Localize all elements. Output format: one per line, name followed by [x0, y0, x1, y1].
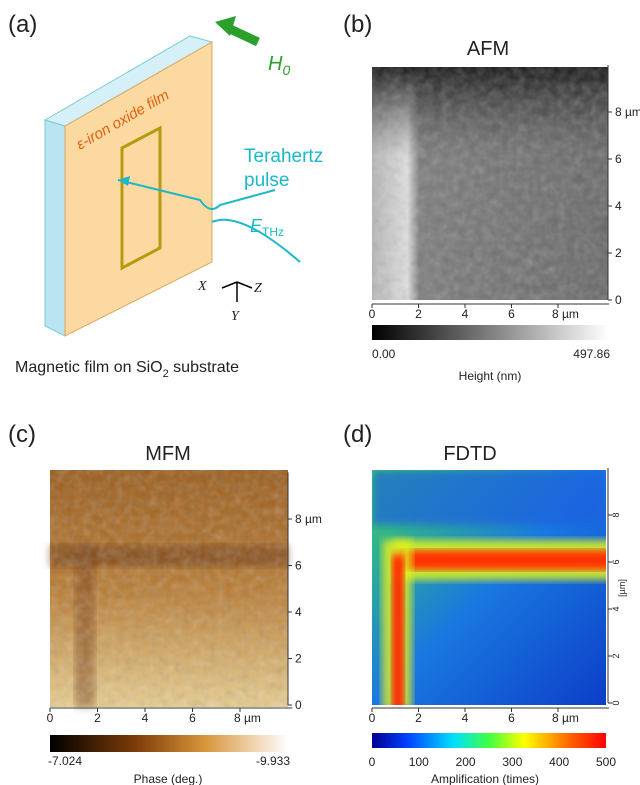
pulse-text: Terahertz	[244, 146, 323, 167]
colorbar-title: Phase (deg.)	[134, 772, 203, 785]
colorbar	[372, 733, 606, 748]
colorbar-label: 497.86	[573, 347, 610, 361]
x-tick-label: 6	[508, 711, 515, 725]
x-tick-label: 0	[47, 711, 54, 725]
pulse-text: pulse	[244, 170, 289, 191]
field-arrow	[228, 28, 258, 42]
x-tick-label: 8 µm	[234, 711, 261, 725]
caption: Magnetic film on SiO2 substrate	[15, 359, 239, 380]
y-tick-label: 8	[611, 512, 621, 517]
y-tick-label: 0	[295, 698, 302, 712]
y-tick-label: 6	[611, 559, 621, 564]
y-tick-label: 4	[611, 606, 621, 611]
caption-part: Magnetic film on SiO	[15, 359, 163, 376]
efield-label: ETHz	[250, 216, 284, 239]
x-tick-label: 2	[94, 711, 101, 725]
y-tick-label: 8 µm	[615, 105, 640, 119]
x-tick-label: 6	[508, 307, 515, 321]
axis-z: Z	[254, 281, 262, 296]
x-tick-label: 6	[189, 711, 196, 725]
colorbar-title: Amplification (times)	[431, 772, 539, 785]
axes-glyph	[222, 282, 252, 302]
y-tick-label: 6	[295, 559, 302, 573]
panel-title: FDTD	[443, 443, 496, 465]
colorbar-label: -7.024	[48, 754, 82, 768]
x-tick-label: 4	[462, 307, 469, 321]
fdtd-image	[372, 470, 634, 715]
colorbar-label: 0	[369, 755, 376, 769]
y-tick-label: 4	[615, 199, 622, 213]
panel-label: (b)	[343, 11, 372, 38]
afm-texture	[372, 67, 608, 300]
panel-label: (c)	[8, 421, 36, 448]
colorbar	[372, 325, 608, 340]
fdtd-vband	[392, 555, 404, 715]
colorbar-label: 100	[409, 755, 429, 769]
colorbar-label: 300	[502, 755, 522, 769]
y-tick-label: 2	[611, 653, 621, 658]
colorbar-label: 500	[596, 755, 616, 769]
colorbar-title: Height (nm)	[459, 369, 522, 383]
colorbar-label: 0.00	[372, 347, 396, 361]
y-tick-label: 0	[615, 293, 622, 307]
colorbar-label: 200	[456, 755, 476, 769]
y-tick-label: 8 µm	[295, 512, 322, 526]
x-tick-label: 0	[369, 711, 376, 725]
x-tick-label: 4	[462, 711, 469, 725]
fdtd-top	[372, 470, 606, 525]
y-tick-label: 0	[611, 700, 621, 705]
y-axis-title: [µm]	[617, 579, 627, 597]
y-tick-label: 2	[295, 652, 302, 666]
panel-title: AFM	[467, 38, 509, 60]
film-side	[45, 120, 65, 336]
panel-label: (d)	[343, 421, 372, 448]
caption-part: substrate	[169, 359, 239, 376]
field: H	[268, 53, 283, 75]
y-tick-label: 2	[615, 246, 622, 260]
efield-sub: THz	[262, 225, 284, 239]
mfm-texture	[50, 470, 288, 707]
y-tick-label: 6	[615, 152, 622, 166]
colorbar	[50, 735, 288, 752]
colorbar-label: 400	[549, 755, 569, 769]
field-sub: 0	[282, 62, 290, 78]
x-tick-label: 2	[415, 711, 422, 725]
film-front	[65, 42, 212, 336]
y-tick-label: 4	[295, 605, 302, 619]
x-tick-label: 8 µm	[552, 711, 579, 725]
colorbar-label: -9.933	[256, 754, 290, 768]
figure: (a) ε-iron oxide film H0 Terahertz pulse…	[0, 0, 640, 785]
x-tick-label: 8 µm	[552, 307, 579, 321]
x-tick-label: 4	[142, 711, 149, 725]
panel-title: MFM	[145, 443, 191, 465]
panel-label: (a)	[8, 11, 37, 38]
field-label: H0	[268, 53, 290, 78]
x-tick-label: 0	[369, 307, 376, 321]
fdtd-band	[394, 550, 634, 570]
axis-x: X	[197, 279, 207, 294]
x-tick-label: 2	[415, 307, 422, 321]
axis-y: Y	[231, 309, 241, 324]
